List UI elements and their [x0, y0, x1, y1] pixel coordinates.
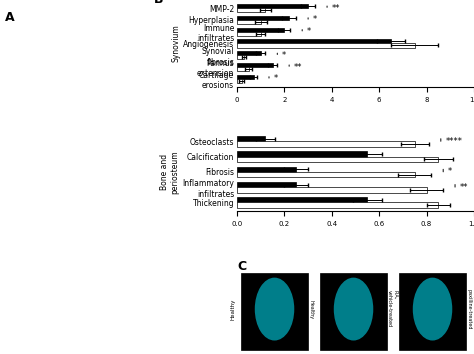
Bar — [237, 202, 438, 208]
Bar — [237, 28, 284, 32]
Bar — [237, 151, 367, 157]
Bar — [237, 157, 438, 162]
Ellipse shape — [413, 278, 452, 341]
Text: *: * — [307, 27, 311, 36]
Bar — [237, 32, 261, 36]
Text: *: * — [313, 15, 317, 24]
Bar — [237, 44, 415, 47]
Bar — [237, 16, 289, 20]
Y-axis label: Synovium: Synovium — [171, 24, 180, 62]
Text: **: ** — [460, 183, 468, 192]
Bar — [237, 197, 367, 202]
Bar — [237, 39, 391, 44]
Text: *: * — [274, 74, 278, 83]
Text: C: C — [237, 259, 246, 273]
Text: *: * — [448, 167, 452, 176]
Bar — [237, 63, 273, 67]
Bar — [237, 187, 427, 193]
Bar — [237, 136, 265, 141]
Ellipse shape — [255, 278, 294, 341]
Ellipse shape — [334, 278, 373, 341]
Bar — [237, 182, 296, 187]
Bar — [237, 75, 254, 79]
Text: PIA,
vehicle-treated: PIA, vehicle-treated — [387, 290, 398, 328]
Text: ****: **** — [446, 137, 463, 146]
Bar — [237, 79, 242, 83]
Bar — [237, 167, 296, 172]
Text: PIA,
paxilline-treated: PIA, paxilline-treated — [466, 289, 474, 329]
Bar — [237, 55, 244, 59]
FancyBboxPatch shape — [320, 273, 387, 349]
Text: Healthy: Healthy — [308, 299, 313, 319]
FancyBboxPatch shape — [241, 273, 308, 349]
Text: A: A — [5, 11, 14, 24]
Text: **: ** — [332, 4, 340, 13]
Bar — [237, 8, 265, 12]
Text: B: B — [154, 0, 164, 6]
Bar — [237, 4, 308, 8]
Y-axis label: Bone and
periosteum: Bone and periosteum — [160, 150, 180, 194]
Bar — [237, 172, 415, 177]
Bar — [237, 20, 261, 24]
Bar — [237, 67, 249, 71]
FancyBboxPatch shape — [399, 273, 466, 349]
Bar — [237, 141, 415, 147]
Text: **: ** — [294, 63, 302, 72]
Bar — [237, 51, 261, 55]
Text: *: * — [282, 51, 286, 60]
Text: Healthy: Healthy — [230, 298, 236, 320]
